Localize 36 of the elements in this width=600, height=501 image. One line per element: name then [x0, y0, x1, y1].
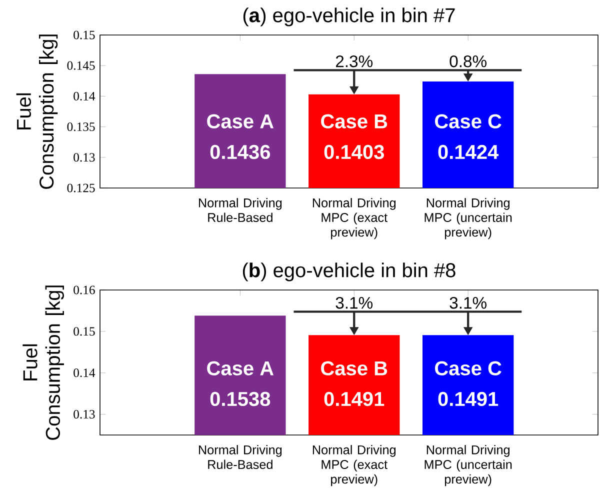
annotation: Case A [207, 361, 274, 376]
y-tick-label: 0.14 [74, 92, 96, 101]
y-tick-label: 0.145 [67, 61, 95, 70]
x-tick-label: Normal Driving Rule-Based [198, 445, 282, 470]
y-tick-label: 0.13 [74, 153, 95, 162]
annotation: Case C [435, 114, 502, 128]
y-tick-label: 0.15 [74, 30, 95, 40]
annotation: 3.1% [450, 296, 486, 309]
x-tick-label: Normal Driving MPC (uncertain preview) [424, 445, 512, 486]
annotation: Case B [321, 114, 388, 128]
x-tick-label: Normal Driving MPC (exact preview) [312, 198, 396, 240]
x-tick-label: Normal Driving Rule-Based [198, 198, 282, 222]
y-tick-label: 0.15 [74, 327, 95, 336]
data-label: 0.1403 [324, 144, 384, 160]
y-tick-label: 0.14 [74, 368, 96, 378]
y-tick-label: 0.13 [74, 410, 95, 419]
data-label: 0.1436 [210, 144, 270, 160]
chart-title: (a) ego-vehicle in bin #7 [243, 8, 455, 26]
data-label: 0.1424 [438, 144, 499, 160]
annotation: Case C [435, 361, 502, 376]
y-tick-label: 0.16 [74, 286, 95, 294]
annotation: Case B [321, 361, 388, 376]
y-axis-title: Fuel Consumption [kg] [22, 286, 64, 440]
data-label: 0.1491 [324, 392, 384, 406]
y-axis-title: Fuel Consumption [kg] [16, 34, 58, 189]
annotation: 3.1% [336, 296, 373, 309]
chart-title: (b) ego-vehicle in bin #8 [242, 262, 456, 282]
y-tick-label: 0.135 [67, 122, 95, 132]
y-tick-label: 0.125 [67, 184, 95, 192]
annotation: 2.3% [336, 55, 373, 68]
annotation: 0.8% [450, 55, 486, 68]
data-label: 0.1491 [438, 392, 498, 406]
annotation: Case A [207, 114, 274, 128]
x-tick-label: Normal Driving MPC (uncertain preview) [424, 198, 512, 240]
x-tick-label: Normal Driving MPC (exact preview) [312, 445, 396, 486]
data-label: 0.1538 [210, 392, 270, 406]
